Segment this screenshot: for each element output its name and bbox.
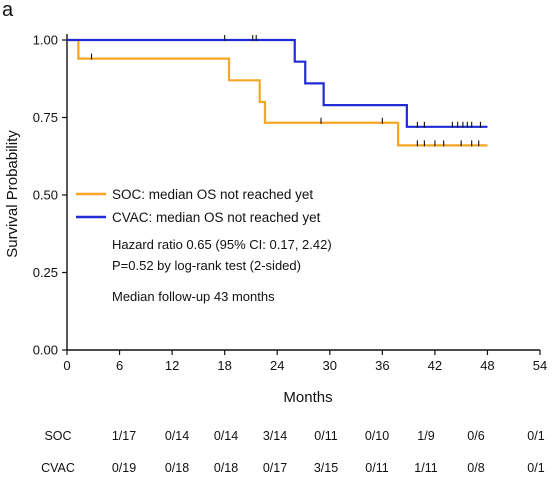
legend: SOC: median OS not reached yet CVAC: med… (76, 187, 321, 225)
p-value-text: P=0.52 by log-rank test (2-sided) (112, 258, 301, 273)
x-tick-label: 18 (217, 358, 231, 373)
y-tick-label: 0.50 (33, 188, 58, 203)
risk-cell: 3/14 (263, 429, 287, 443)
x-ticks: 0 6 12 18 24 30 36 42 48 54 (63, 350, 547, 373)
panel-label: a (2, 0, 14, 21)
risk-cell: 1/9 (417, 429, 434, 443)
axes (66, 34, 540, 351)
survival-curve-cvac (67, 38, 488, 128)
risk-cell: 0/17 (263, 461, 287, 475)
risk-cell: 0/1 (527, 461, 544, 475)
x-axis-title: Months (283, 389, 332, 406)
risk-cell: 1/11 (414, 461, 437, 475)
risk-cell: 0/11 (365, 461, 388, 475)
risk-row-label: CVAC (41, 461, 75, 475)
risk-cell: 0/6 (467, 429, 484, 443)
risk-cell: 0/10 (365, 429, 389, 443)
risk-cell: 0/14 (165, 429, 189, 443)
median-follow-up-text: Median follow-up 43 months (112, 289, 275, 304)
x-tick-label: 30 (323, 358, 337, 373)
risk-cell: 0/18 (214, 461, 238, 475)
risk-cell: 0/11 (314, 429, 337, 443)
hazard-ratio-text: Hazard ratio 0.65 (95% CI: 0.17, 2.42) (112, 237, 332, 252)
risk-row-label: SOC (44, 429, 71, 443)
x-tick-label: 42 (428, 358, 442, 373)
legend-label-cvac: CVAC: median OS not reached yet (112, 210, 321, 225)
x-tick-label: 54 (533, 358, 547, 373)
risk-cell: 0/14 (214, 429, 238, 443)
survival-curve-soc (67, 38, 488, 147)
y-tick-label: 1.00 (33, 33, 58, 48)
risk-cell: 0/8 (467, 461, 484, 475)
y-tick-label: 0.25 (33, 265, 58, 280)
x-tick-label: 6 (116, 358, 123, 373)
y-ticks: 0.00 0.25 0.50 0.75 1.00 (33, 33, 67, 358)
x-tick-label: 0 (63, 358, 70, 373)
y-axis-title: Survival Probability (4, 130, 21, 258)
survival-curves (67, 35, 488, 147)
risk-table: SOC 1/17 0/14 0/14 3/14 0/11 0/10 1/9 0/6 0/1 CVAC… (41, 429, 545, 475)
y-tick-label: 0.00 (33, 343, 58, 358)
y-tick-label: 0.75 (33, 110, 58, 125)
risk-cell: 1/17 (112, 429, 136, 443)
risk-cell: 0/19 (112, 461, 136, 475)
x-tick-label: 36 (375, 358, 389, 373)
risk-cell: 0/1 (527, 429, 544, 443)
x-tick-label: 48 (480, 358, 494, 373)
risk-cell: 3/15 (314, 461, 338, 475)
risk-cell: 0/18 (165, 461, 189, 475)
legend-label-soc: SOC: median OS not reached yet (112, 187, 313, 202)
x-tick-label: 24 (270, 358, 284, 373)
annotations: Hazard ratio 0.65 (95% CI: 0.17, 2.42) P… (112, 237, 332, 304)
x-tick-label: 12 (165, 358, 179, 373)
